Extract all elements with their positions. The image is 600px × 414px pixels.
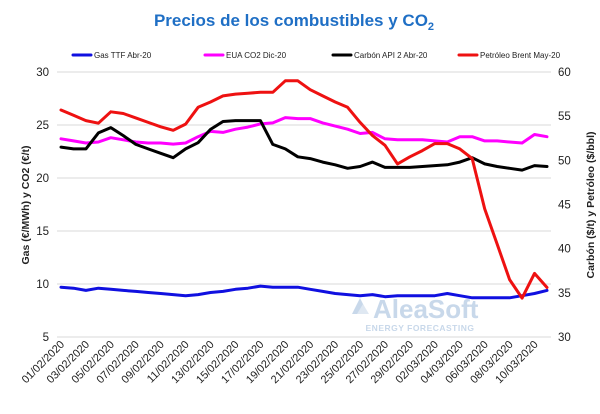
- legend: Gas TTF Abr-20 EUA CO2 Dic-20 Carbón API 2…: [71, 51, 561, 60]
- aleasoft-watermark: AleaSoft ENERGY FORECASTING: [352, 294, 479, 333]
- y-axis-right-label: Carbón ($/t) y Petróleo ($/bbl): [585, 131, 597, 278]
- y-right-tick-label: 35: [558, 288, 571, 300]
- y-right-tick-label: 60: [558, 67, 571, 79]
- y-axis-right-ticks: 30 35 40 45 50 55 60: [558, 67, 571, 344]
- y-right-tick-label: 30: [558, 332, 571, 344]
- y-left-tick-label: 25: [36, 120, 49, 132]
- series-line-2: [59, 116, 549, 146]
- series-line-3: [59, 119, 549, 172]
- legend-label: Carbón API 2 Abr-20: [354, 51, 428, 60]
- y-right-tick-label: 55: [558, 111, 571, 123]
- y-axis-left-ticks: 5 10 15 20 25 30: [36, 67, 49, 344]
- watermark-tagline: ENERGY FORECASTING: [366, 323, 475, 333]
- chart-title: Precios de los combustibles y CO2: [154, 11, 434, 33]
- series-lines: [59, 79, 549, 300]
- x-axis-ticks: 01/02/202003/02/202005/02/202007/02/2020…: [20, 339, 541, 386]
- legend-label: Gas TTF Abr-20: [94, 51, 152, 60]
- legend-label: EUA CO2 Dic-20: [226, 51, 287, 60]
- y-left-tick-label: 10: [36, 279, 49, 291]
- y-right-tick-label: 50: [558, 155, 571, 167]
- y-left-tick-label: 5: [43, 332, 49, 344]
- y-left-tick-label: 15: [36, 226, 49, 238]
- y-right-tick-label: 40: [558, 244, 571, 256]
- watermark-brand: AleaSoft: [373, 294, 479, 324]
- series-line-4: [59, 79, 549, 300]
- y-axis-left-label: Gas (€/MWh) y CO2 (€/t): [20, 145, 32, 264]
- aleasoft-logo-icon: [352, 298, 369, 314]
- legend-label: Petróleo Brent May-20: [480, 51, 561, 60]
- gridlines: [57, 71, 551, 338]
- y-right-tick-label: 45: [558, 200, 571, 212]
- y-left-tick-label: 30: [36, 67, 49, 79]
- y-left-tick-label: 20: [36, 173, 49, 185]
- series-line-1: [59, 284, 549, 300]
